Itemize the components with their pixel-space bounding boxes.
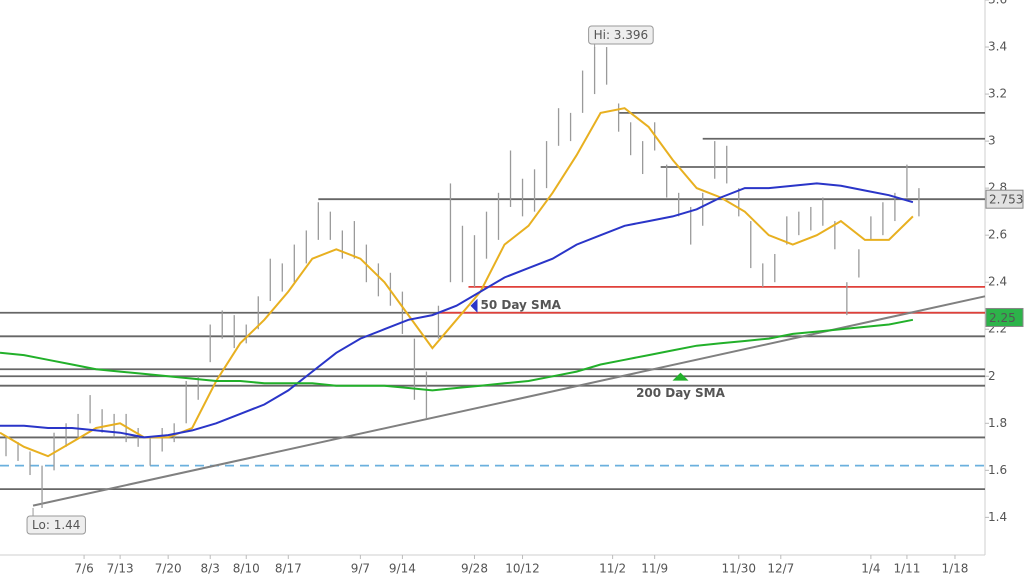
annotation-label: Hi: 3.396 xyxy=(594,28,649,42)
series-label: 200 Day SMA xyxy=(636,386,726,400)
x-tick-label: 11/9 xyxy=(641,562,668,576)
ma-line xyxy=(0,182,914,439)
x-tick-label: 12/7 xyxy=(767,562,794,576)
x-tick-label: 1/18 xyxy=(941,562,968,576)
series-label: 50 Day SMA xyxy=(480,298,561,312)
annotation-box xyxy=(26,515,86,535)
x-tick-label: 9/7 xyxy=(351,562,370,576)
x-tick-label: 8/17 xyxy=(275,562,302,576)
price-tag-label: 2.753 xyxy=(989,193,1023,207)
x-tick-label: 1/11 xyxy=(893,562,920,576)
y-tick-label: 3 xyxy=(988,134,996,148)
label-arrow xyxy=(672,372,689,381)
label-arrow xyxy=(470,298,478,313)
annotation-label: Lo: 1.44 xyxy=(32,518,80,532)
x-tick-label: 9/14 xyxy=(389,562,416,576)
ma-line xyxy=(0,318,914,392)
annotation-box xyxy=(588,25,654,45)
y-tick-label: 3.4 xyxy=(988,40,1007,54)
x-tick-label: 10/12 xyxy=(505,562,540,576)
x-tick-label: 11/2 xyxy=(599,562,626,576)
y-tick-label: 2 xyxy=(988,369,996,383)
price-tag-label: 2.25 xyxy=(989,311,1016,325)
y-tick-label: 1.8 xyxy=(988,416,1007,430)
x-tick-label: 11/30 xyxy=(721,562,756,576)
x-tick-label: 7/13 xyxy=(107,562,134,576)
price-tag xyxy=(985,307,1024,327)
y-tick-label: 3.6 xyxy=(988,0,1007,7)
x-tick-label: 8/10 xyxy=(233,562,260,576)
y-tick-label: 2.4 xyxy=(988,275,1007,289)
x-tick-label: 9/28 xyxy=(461,562,488,576)
x-tick-label: 8/3 xyxy=(201,562,220,576)
y-tick-label: 3.2 xyxy=(988,87,1007,101)
price-tag xyxy=(985,189,1024,209)
x-tick-label: 7/20 xyxy=(155,562,182,576)
y-tick-label: 1.6 xyxy=(988,463,1007,477)
y-tick-label: 1.4 xyxy=(988,510,1007,524)
x-tick-label: 1/4 xyxy=(861,562,880,576)
x-tick-label: 7/6 xyxy=(74,562,93,576)
y-tick-label: 2.6 xyxy=(988,228,1007,242)
